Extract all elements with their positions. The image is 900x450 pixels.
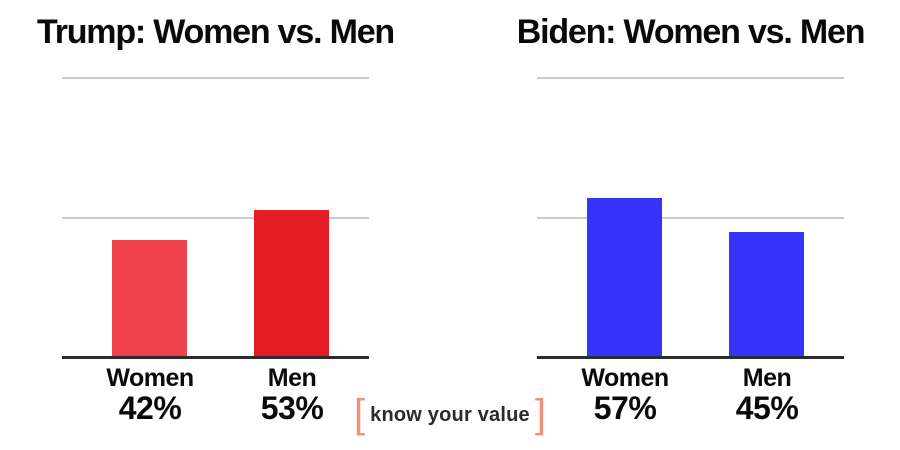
x-label-biden-women: Women 57%	[581, 364, 669, 426]
know-your-value-logo: [ know your value ]	[354, 392, 546, 436]
category-label: Women	[106, 364, 194, 392]
category-label: Women	[581, 364, 669, 392]
logo-text: know your value	[370, 403, 530, 426]
chart-trump: Trump: Women vs. Men Women 42% Men 53%	[37, 0, 395, 450]
bar-biden-women	[587, 198, 662, 358]
value-label: 57%	[593, 390, 657, 426]
category-label: Men	[742, 364, 792, 392]
bar-trump-men	[254, 209, 329, 358]
value-label: 45%	[735, 390, 799, 426]
x-axis-line	[62, 356, 369, 359]
x-label-trump-men: Men 53%	[261, 364, 324, 425]
x-label-trump-women: Women 42%	[106, 364, 194, 426]
x-axis-line	[537, 356, 844, 359]
value-label: 53%	[260, 390, 324, 426]
chart-title-biden: Biden: Women vs. Men	[516, 13, 866, 51]
chart-title-trump: Trump: Women vs. Men	[37, 13, 395, 51]
gridline-50pct	[537, 217, 844, 219]
category-label: Men	[267, 364, 317, 392]
plot-area-trump	[62, 77, 369, 359]
plot-area-biden	[537, 77, 844, 359]
left-bracket-icon: [	[354, 392, 366, 436]
gridline-100pct	[62, 77, 369, 79]
right-bracket-icon: ]	[534, 392, 546, 436]
value-label: 42%	[118, 390, 182, 426]
gridline-100pct	[537, 77, 844, 79]
chart-biden: Biden: Women vs. Men Women 57% Men 45%	[517, 0, 866, 450]
bar-biden-men	[729, 232, 804, 358]
bar-trump-women	[112, 240, 187, 358]
x-label-biden-men: Men 45%	[736, 364, 799, 425]
gridline-50pct	[62, 217, 369, 219]
